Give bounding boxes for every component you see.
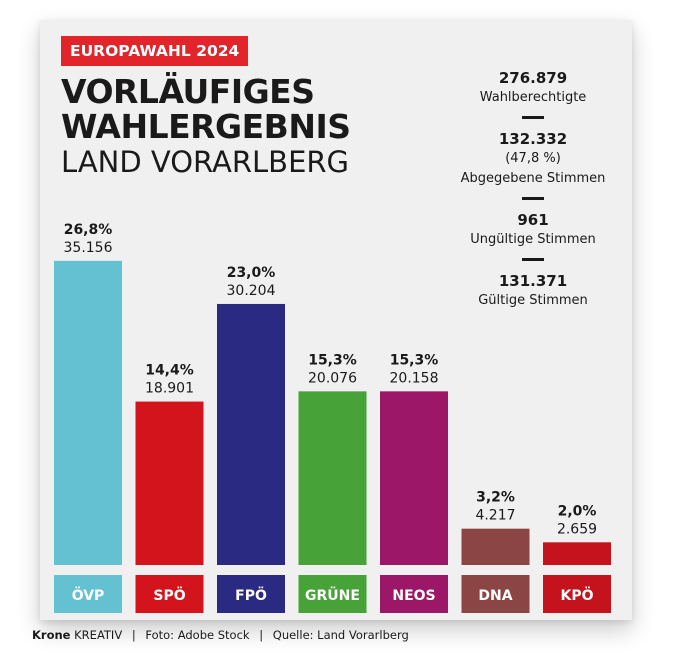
category-box-gruene [298, 575, 367, 613]
votes-cast-label: Abgegebene Stimmen [460, 171, 606, 186]
category-label-neos: NEOS [392, 588, 435, 604]
percent-label-kpoe: 2,0% [558, 503, 597, 519]
stat-separator [522, 258, 544, 261]
region-subtitle: LAND VORARLBERG [61, 145, 350, 179]
votes-cast-percent: (47,8 %) [505, 151, 561, 166]
votes-label-neos: 20.158 [390, 370, 439, 386]
percent-label-fpoe: 23,0% [227, 265, 276, 281]
category-label-spoe: SPÖ [153, 586, 185, 604]
category-box-neos [380, 575, 448, 613]
category-box-kpoe [543, 575, 611, 613]
votes-label-spoe: 18.901 [145, 381, 194, 397]
category-label-dna: DNA [478, 588, 512, 604]
footer-photo-credit: Foto: Adobe Stock [145, 628, 250, 642]
bar-kpoe [543, 542, 611, 565]
category-box-fpoe [217, 575, 285, 613]
votes-cast-value: 132.332 [498, 130, 568, 148]
stat-separator [522, 116, 544, 119]
votes-label-gruene: 20.076 [308, 370, 357, 386]
eligible-voters-label: Wahlberechtigte [479, 90, 587, 105]
valid-votes-label: Gültige Stimmen [478, 293, 588, 308]
bar-spoe [135, 401, 204, 565]
title-line-1: VORLÄUFIGES [61, 72, 315, 111]
bar-oevp [54, 260, 122, 565]
footer-brand: Krone [32, 628, 71, 642]
percent-label-spoe: 14,4% [145, 363, 194, 379]
footer-separator: | [259, 628, 264, 642]
votes-label-dna: 4.217 [475, 508, 515, 524]
eligible-voters-value: 276.879 [498, 69, 568, 87]
turnout-stats: 276.879 Wahlberechtigte 132.332 (47,8 %)… [433, 68, 633, 311]
stat-separator [522, 197, 544, 200]
footer-separator: | [131, 628, 136, 642]
votes-label-fpoe: 30.204 [227, 283, 276, 299]
title-line-2: WAHLERGEBNIS [61, 107, 351, 146]
footer-credits: Krone KREATIV | Foto: Adobe Stock | Quel… [32, 628, 409, 642]
footer-source: Quelle: Land Vorarlberg [272, 628, 409, 642]
category-box-oevp [54, 575, 122, 613]
percent-label-oevp: 26,8% [64, 222, 113, 238]
bar-fpoe [217, 303, 285, 565]
percent-label-dna: 3,2% [476, 490, 515, 506]
invalid-votes-value: 961 [517, 211, 549, 229]
election-tag: EUROPAWAHL 2024 [61, 36, 249, 66]
category-label-gruene: GRÜNE [305, 586, 360, 604]
category-box-dna [461, 575, 530, 613]
votes-label-kpoe: 2.659 [557, 521, 597, 537]
footer-brand-suffix: KREATIV [74, 628, 123, 642]
category-box-spoe [135, 575, 204, 613]
category-label-oevp: ÖVP [72, 586, 105, 604]
bar-dna [461, 528, 530, 565]
category-label-fpoe: FPÖ [235, 586, 267, 604]
bar-neos [380, 391, 448, 565]
percent-label-gruene: 15,3% [308, 352, 357, 368]
bar-gruene [298, 391, 367, 565]
valid-votes-value: 131.371 [498, 272, 568, 290]
percent-label-neos: 15,3% [390, 352, 439, 368]
category-label-kpoe: KPÖ [560, 586, 593, 604]
votes-label-oevp: 35.156 [64, 240, 113, 256]
invalid-votes-label: Ungültige Stimmen [470, 232, 596, 247]
